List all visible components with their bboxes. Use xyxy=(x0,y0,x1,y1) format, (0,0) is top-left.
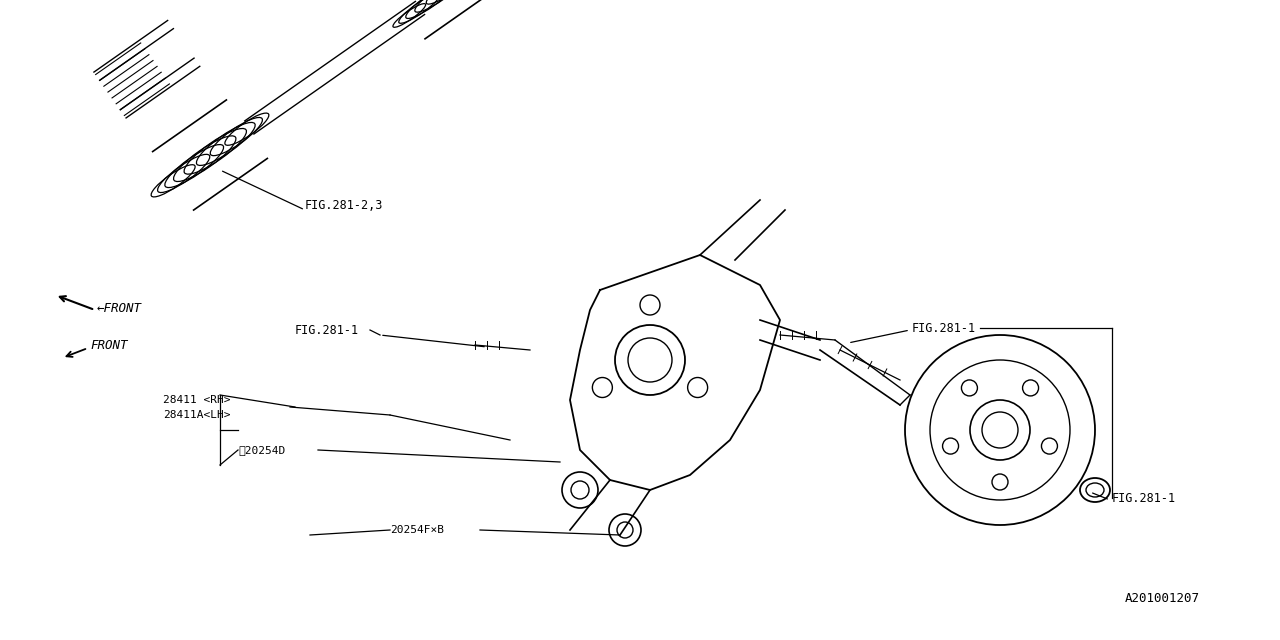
Text: FIG.281-1: FIG.281-1 xyxy=(294,323,360,337)
Text: 28411A<LH>: 28411A<LH> xyxy=(163,410,230,420)
Text: ←FRONT: ←FRONT xyxy=(97,301,142,314)
Text: FIG.281-1: FIG.281-1 xyxy=(1112,492,1176,504)
Text: FIG.281-1: FIG.281-1 xyxy=(913,321,977,335)
Text: 20254F×B: 20254F×B xyxy=(390,525,444,535)
Text: A201001207: A201001207 xyxy=(1125,592,1201,605)
Text: FRONT: FRONT xyxy=(90,339,128,351)
Text: ‥20254D: ‥20254D xyxy=(238,445,285,455)
Text: FIG.281-2,3: FIG.281-2,3 xyxy=(305,199,384,212)
Text: 28411 <RH>: 28411 <RH> xyxy=(163,395,230,405)
